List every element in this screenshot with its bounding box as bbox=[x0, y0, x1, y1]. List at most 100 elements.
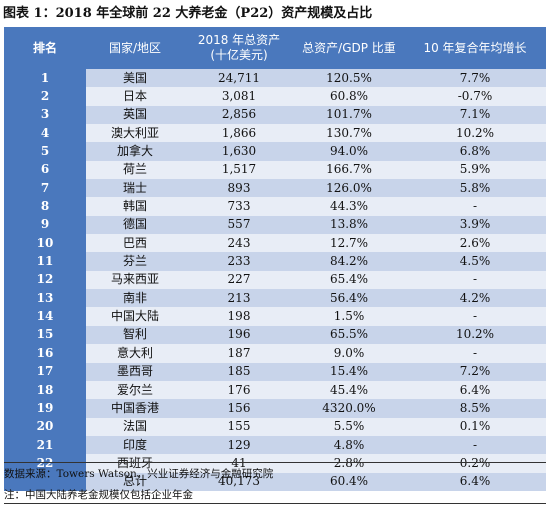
cell-assets: 893 bbox=[184, 179, 294, 198]
cell-assets: 1,630 bbox=[184, 142, 294, 161]
cell-rank: 14 bbox=[4, 307, 86, 326]
cell-cagr: -0.7% bbox=[404, 87, 546, 106]
cell-rank bbox=[4, 472, 86, 491]
cell-cagr: 7.1% bbox=[404, 105, 546, 125]
cell-assets: 24,711 bbox=[184, 69, 294, 88]
cell-rank: 15 bbox=[4, 325, 86, 345]
cell-rank: 12 bbox=[4, 270, 86, 290]
cell-cagr: 4.2% bbox=[404, 289, 546, 308]
table-row: 15 智利 196 65.5% 10.2% bbox=[4, 325, 546, 345]
cell-rank: 1 bbox=[4, 69, 86, 88]
cell-assets: 129 bbox=[184, 435, 294, 455]
cell-gdp-ratio: 84.2% bbox=[294, 252, 404, 271]
cell-assets: 733 bbox=[184, 197, 294, 216]
table-row: 14 中国大陆 198 1.5% - bbox=[4, 307, 546, 326]
cell-assets: 40,173 bbox=[184, 472, 294, 491]
table-row: 5 加拿大 1,630 94.0% 6.8% bbox=[4, 142, 546, 161]
cell-cagr: 10.2% bbox=[404, 325, 546, 345]
cell-cagr: 0.1% bbox=[404, 417, 546, 436]
table-row: 10 巴西 243 12.7% 2.6% bbox=[4, 234, 546, 253]
cell-country: 美国 bbox=[86, 69, 184, 88]
table-row: 9 德国 557 13.8% 3.9% bbox=[4, 215, 546, 235]
cell-cagr: - bbox=[404, 197, 546, 216]
cell-rank: 4 bbox=[4, 124, 86, 143]
cell-assets: 198 bbox=[184, 307, 294, 326]
table-row: 6 荷兰 1,517 166.7% 5.9% bbox=[4, 160, 546, 180]
cell-cagr: 7.2% bbox=[404, 362, 546, 381]
pension-table: 排名 国家/地区 2018 年总资产 (十亿美元) 总资产/GDP 比重 10 … bbox=[4, 27, 546, 491]
footnote: 注：中国大陆养老金规模仅包括企业年金 bbox=[4, 489, 193, 501]
cell-country: 马来西亚 bbox=[86, 270, 184, 290]
table-row: 20 法国 155 5.5% 0.1% bbox=[4, 417, 546, 436]
cell-rank: 3 bbox=[4, 105, 86, 125]
cell-assets: 156 bbox=[184, 399, 294, 418]
cell-country: 墨西哥 bbox=[86, 362, 184, 381]
cell-cagr: - bbox=[404, 270, 546, 290]
cell-gdp-ratio: 15.4% bbox=[294, 362, 404, 381]
cell-gdp-ratio: 60.4% bbox=[294, 472, 404, 491]
cell-country: 法国 bbox=[86, 417, 184, 436]
cell-gdp-ratio: 5.5% bbox=[294, 417, 404, 436]
cell-rank: 2 bbox=[4, 87, 86, 106]
cell-rank: 20 bbox=[4, 417, 86, 436]
cell-gdp-ratio: 126.0% bbox=[294, 179, 404, 198]
cell-cagr: 6.4% bbox=[404, 380, 546, 400]
table-row: 21 印度 129 4.8% - bbox=[4, 435, 546, 455]
cell-rank: 10 bbox=[4, 234, 86, 253]
cell-rank: 21 bbox=[4, 435, 86, 455]
table-row: 17 墨西哥 185 15.4% 7.2% bbox=[4, 362, 546, 381]
cell-rank: 8 bbox=[4, 197, 86, 216]
cell-gdp-ratio: 56.4% bbox=[294, 289, 404, 308]
cell-country: 爱尔兰 bbox=[86, 380, 184, 400]
cell-cagr: 6.4% bbox=[404, 472, 546, 491]
cell-assets: 233 bbox=[184, 252, 294, 271]
cell-gdp-ratio: 44.3% bbox=[294, 197, 404, 216]
cell-gdp-ratio: 4320.0% bbox=[294, 399, 404, 418]
cell-cagr: 5.9% bbox=[404, 160, 546, 180]
cell-country: 意大利 bbox=[86, 344, 184, 363]
cell-cagr: 0.2% bbox=[404, 454, 546, 473]
table-row: 19 中国香港 156 4320.0% 8.5% bbox=[4, 399, 546, 418]
cell-rank: 7 bbox=[4, 179, 86, 198]
cell-gdp-ratio: 94.0% bbox=[294, 142, 404, 161]
cell-gdp-ratio: 120.5% bbox=[294, 69, 404, 88]
cell-rank: 11 bbox=[4, 252, 86, 271]
bottom-divider bbox=[4, 503, 546, 504]
cell-rank: 5 bbox=[4, 142, 86, 161]
table-row: 2 日本 3,081 60.8% -0.7% bbox=[4, 87, 546, 106]
header-assets: 2018 年总资产 (十亿美元) bbox=[184, 27, 294, 69]
cell-country: 印度 bbox=[86, 435, 184, 455]
cell-rank: 19 bbox=[4, 399, 86, 418]
cell-country: 总计 bbox=[86, 472, 184, 491]
cell-assets: 176 bbox=[184, 380, 294, 400]
header-gdp-ratio: 总资产/GDP 比重 bbox=[294, 27, 404, 69]
cell-rank: 16 bbox=[4, 344, 86, 363]
cell-cagr: 7.7% bbox=[404, 69, 546, 88]
cell-cagr: - bbox=[404, 307, 546, 326]
table-row: 7 瑞士 893 126.0% 5.8% bbox=[4, 179, 546, 198]
cell-gdp-ratio: 65.5% bbox=[294, 325, 404, 345]
cell-gdp-ratio: 101.7% bbox=[294, 105, 404, 125]
cell-gdp-ratio: 45.4% bbox=[294, 380, 404, 400]
cell-country: 南非 bbox=[86, 289, 184, 308]
cell-country: 英国 bbox=[86, 105, 184, 125]
cell-gdp-ratio: 12.7% bbox=[294, 234, 404, 253]
cell-cagr: - bbox=[404, 344, 546, 363]
cell-country: 中国大陆 bbox=[86, 307, 184, 326]
table-row: 4 澳大利亚 1,866 130.7% 10.2% bbox=[4, 124, 546, 143]
cell-country: 德国 bbox=[86, 215, 184, 235]
header-rank: 排名 bbox=[4, 27, 86, 69]
cell-assets: 557 bbox=[184, 215, 294, 235]
cell-gdp-ratio: 65.4% bbox=[294, 270, 404, 290]
cell-cagr: 8.5% bbox=[404, 399, 546, 418]
table-row: 3 英国 2,856 101.7% 7.1% bbox=[4, 105, 546, 125]
table-row: 总计 40,173 60.4% 6.4% bbox=[4, 472, 546, 491]
cell-gdp-ratio: 60.8% bbox=[294, 87, 404, 106]
footer-divider bbox=[4, 462, 546, 463]
cell-gdp-ratio: 13.8% bbox=[294, 215, 404, 235]
cell-gdp-ratio: 2.8% bbox=[294, 454, 404, 473]
table-row: 1 美国 24,711 120.5% 7.7% bbox=[4, 69, 546, 88]
header-cagr: 10 年复合年均增长 bbox=[404, 27, 546, 69]
cell-cagr: - bbox=[404, 435, 546, 455]
cell-cagr: 5.8% bbox=[404, 179, 546, 198]
